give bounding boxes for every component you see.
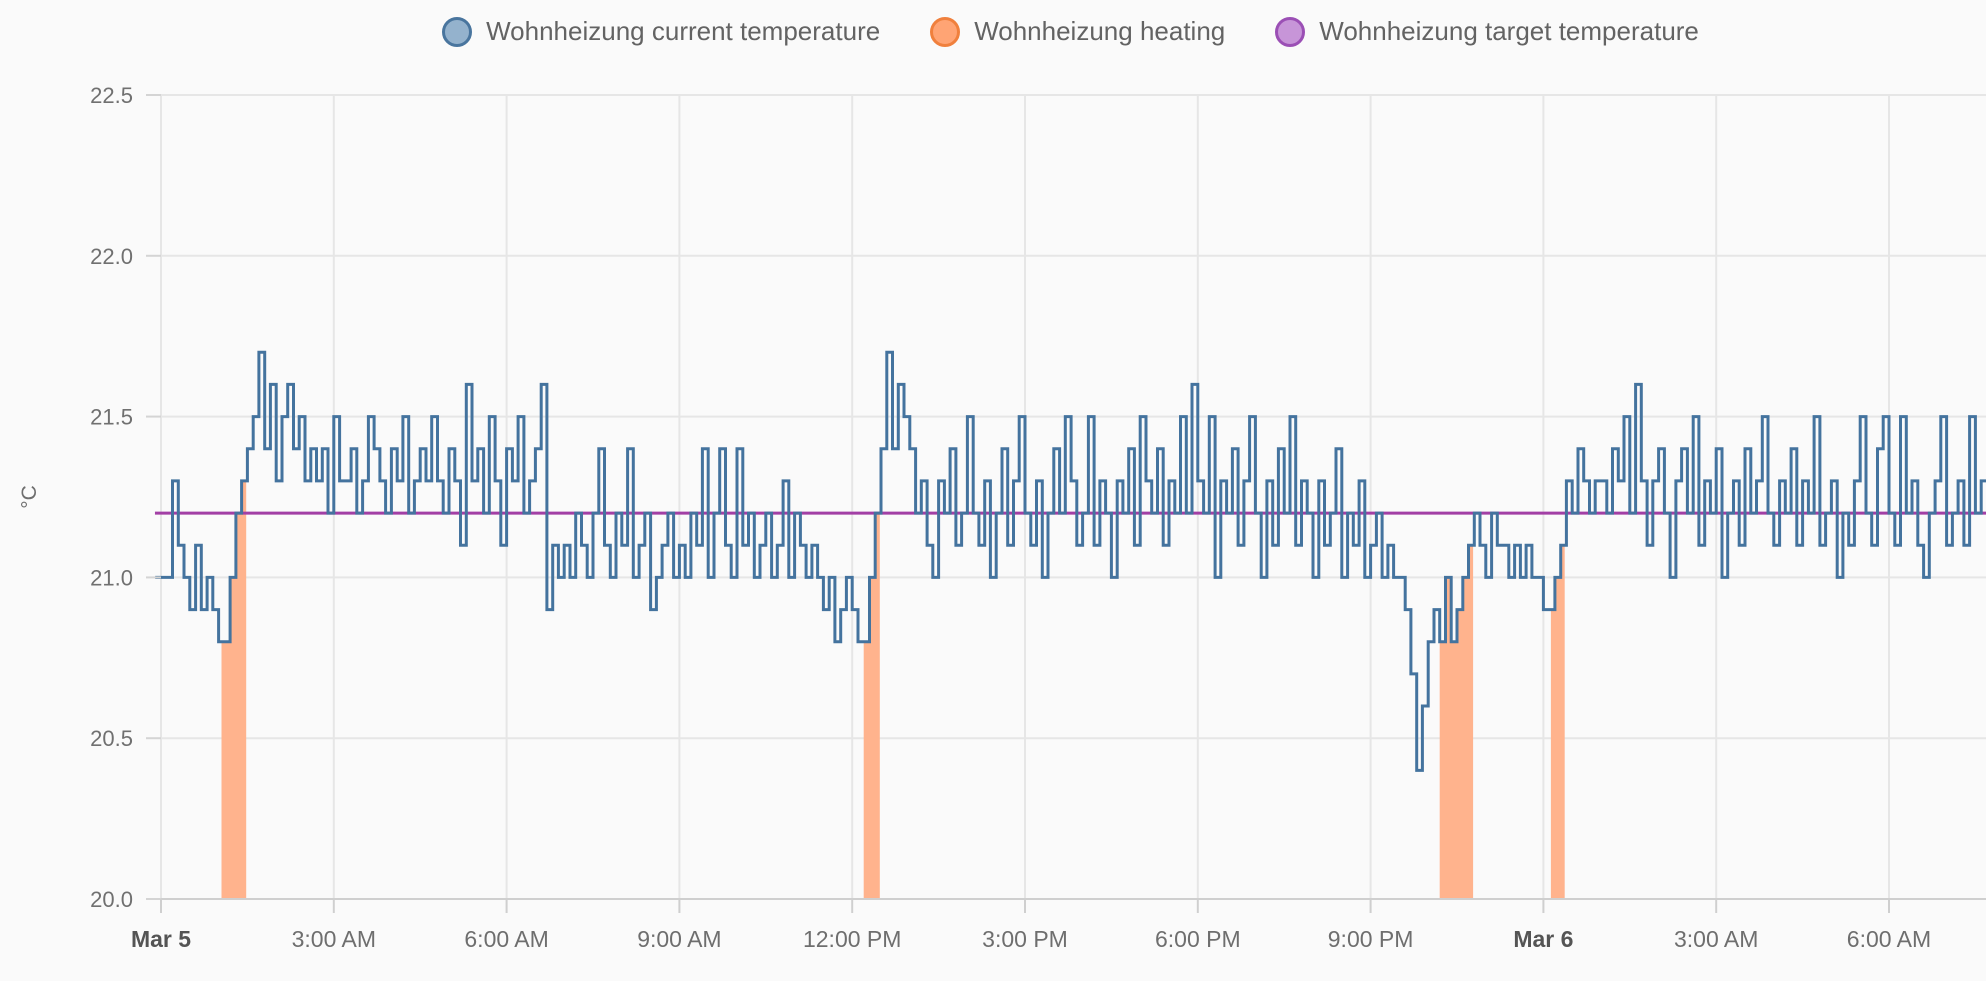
y-tick-label: 21.5 bbox=[90, 405, 133, 430]
chart-legend: Wohnheizung current temperature Wohnheiz… bbox=[155, 16, 1986, 47]
x-tick-label: 3:00 PM bbox=[982, 926, 1068, 952]
legend-label-target-temperature: Wohnheizung target temperature bbox=[1319, 16, 1699, 46]
heating-area-series bbox=[221, 480, 1565, 899]
current-temperature-step-line bbox=[155, 350, 1986, 772]
x-tick-label: 3:00 AM bbox=[292, 926, 376, 952]
x-tick-label: Mar 6 bbox=[1513, 926, 1573, 952]
x-tick-label: 6:00 AM bbox=[1847, 926, 1931, 952]
current-temperature-marker-icon bbox=[442, 16, 473, 47]
x-tick-label: 9:00 AM bbox=[637, 926, 721, 952]
gridlines bbox=[160, 94, 1986, 900]
y-tick-label: 20.5 bbox=[90, 726, 133, 751]
legend-label-current-temperature: Wohnheizung current temperature bbox=[486, 16, 881, 46]
axis-lines-and-ticks bbox=[146, 94, 1986, 913]
y-tick-label: 21.0 bbox=[90, 565, 133, 590]
y-tick-label: 22.5 bbox=[90, 83, 133, 108]
legend-item-target-temperature[interactable]: Wohnheizung target temperature bbox=[1275, 16, 1699, 47]
y-tick-label: 20.0 bbox=[90, 887, 133, 912]
x-tick-label: 12:00 PM bbox=[803, 926, 901, 952]
legend-label-heating: Wohnheizung heating bbox=[974, 16, 1226, 46]
heating-marker-icon bbox=[930, 16, 961, 47]
x-tick-label: 9:00 PM bbox=[1328, 926, 1414, 952]
legend-item-heating[interactable]: Wohnheizung heating bbox=[930, 16, 1225, 47]
x-tick-label: 6:00 AM bbox=[464, 926, 548, 952]
x-axis-labels: Mar 5 3:00 AM 6:00 AM 9:00 AM 12:00 PM 3:00 P… bbox=[131, 926, 1931, 952]
x-tick-label: Mar 5 bbox=[131, 926, 191, 952]
x-tick-label: 6:00 PM bbox=[1155, 926, 1241, 952]
y-axis-labels: 22.5 22.0 21.5 21.0 20.5 20.0 bbox=[90, 83, 133, 912]
y-tick-label: 22.0 bbox=[90, 244, 133, 269]
x-tick-label: 3:00 AM bbox=[1674, 926, 1758, 952]
target-temperature-marker-icon bbox=[1275, 16, 1306, 47]
legend-item-current-temperature[interactable]: Wohnheizung current temperature bbox=[442, 16, 880, 47]
